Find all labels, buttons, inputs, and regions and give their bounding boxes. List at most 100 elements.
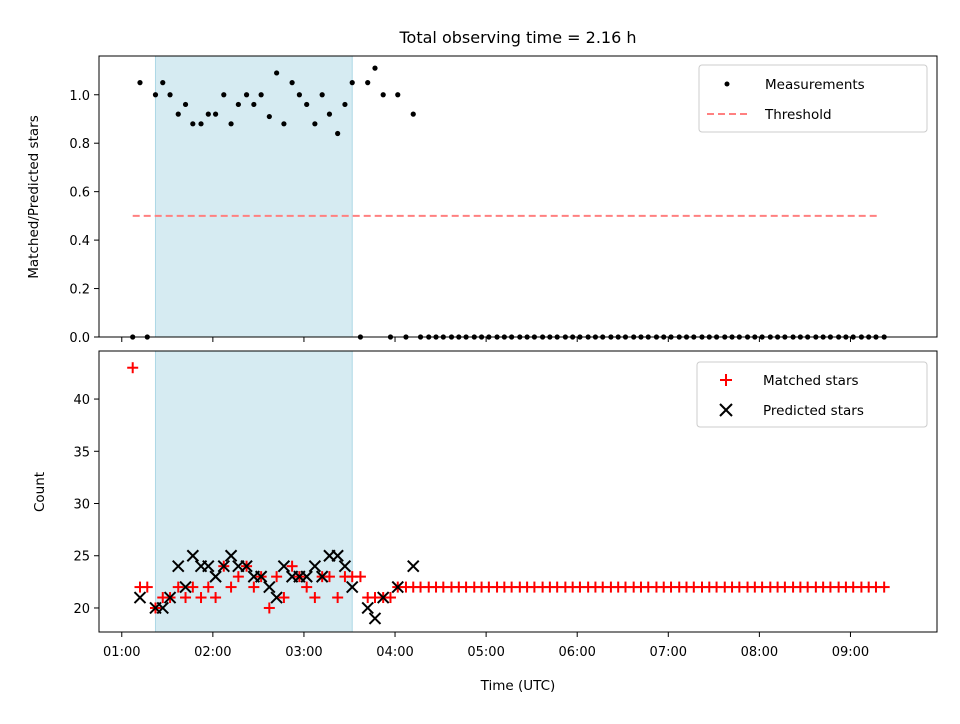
panel-top-frame (98, 55, 938, 338)
measurement-point (205, 111, 211, 117)
matched-star-point (248, 581, 260, 593)
measurement-point (137, 80, 143, 86)
measurement-point (304, 101, 310, 108)
x-tick-label: 05:00 (467, 645, 504, 660)
measurement-point (365, 80, 371, 86)
y-tick-label: 25 (73, 550, 90, 565)
shaded-interval (154, 55, 353, 338)
matched-star-point (232, 571, 244, 583)
predicted-star-point (156, 601, 169, 615)
measurement-point (212, 111, 219, 117)
measurement-point (228, 121, 234, 127)
predicted-star-point (202, 559, 215, 573)
matched-star-point (127, 362, 139, 374)
measurement-point (251, 101, 257, 108)
measurement-point (372, 65, 378, 71)
legend-bottom-box (696, 361, 928, 428)
matched-star-point (271, 571, 283, 583)
measurement-point (258, 92, 264, 98)
matched-star-point (301, 581, 313, 593)
predicted-star-point (163, 591, 177, 604)
predicted-star-point (172, 559, 185, 573)
measurement-point (289, 80, 295, 86)
panel-bottom-ylabel: Count (32, 472, 48, 512)
matched-star-point (180, 592, 192, 604)
matched-star-point (354, 571, 366, 583)
predicted-star-point (368, 612, 382, 625)
chart-title: Total observing time = 2.16 h (398, 28, 636, 47)
measurement-point (175, 111, 181, 117)
y-tick-label: 40 (73, 393, 90, 408)
legend-top-box (698, 64, 928, 133)
predicted-star-point (186, 549, 200, 562)
measurement-point (182, 101, 189, 108)
predicted-star-point (338, 559, 352, 573)
x-axis-label: Time (UTC) (480, 678, 556, 694)
predicted-star-point (407, 559, 420, 573)
measurement-point (312, 121, 318, 127)
matched-star-point (210, 592, 222, 604)
panel-top-ylabel: Matched/Predicted stars (26, 115, 42, 278)
matched-star-point (195, 592, 207, 604)
measurement-point (380, 92, 386, 98)
legend-bottom: Matched stars Predicted stars (696, 361, 928, 428)
matched-star-point (202, 581, 214, 593)
predicted-star-point (209, 570, 222, 583)
matched-star-point (263, 602, 275, 614)
legend-measurements-marker (724, 81, 730, 87)
x-tick-label: 02:00 (194, 645, 231, 660)
y-tick-label: 35 (73, 445, 90, 460)
measurement-point (152, 92, 159, 98)
measurement-point (266, 113, 272, 120)
predicted-star-point (277, 559, 291, 573)
y-tick-label: 1.0 (69, 89, 90, 104)
legend-measurements-label: Measurements (765, 77, 865, 93)
measurement-point (281, 121, 287, 127)
matched-star-point (323, 571, 335, 583)
predicted-star-point (224, 549, 238, 562)
predicted-star-point (133, 591, 147, 604)
predicted-star-point (217, 559, 230, 573)
predicted-star-point (254, 570, 268, 583)
predicted-star-point (240, 559, 253, 573)
legend-matched-label: Matched stars (763, 373, 859, 389)
measurement-point (349, 80, 355, 86)
x-tick-label: 01:00 (103, 645, 140, 660)
legend-top: Measurements Threshold (698, 64, 928, 133)
predicted-star-point (331, 549, 344, 562)
legend-predicted-marker (719, 403, 733, 417)
predicted-star-point (361, 601, 374, 615)
predicted-star-point (315, 570, 329, 583)
legend-predicted-label: Predicted stars (763, 403, 864, 419)
matched-star-point (878, 581, 890, 593)
predicted-star-point (300, 570, 313, 583)
y-tick-label: 0.4 (69, 234, 90, 249)
y-tick-label: 0.2 (69, 283, 90, 298)
measurement-point (326, 111, 333, 117)
legend-matched-marker (720, 374, 732, 386)
panel-bottom: 20 25 30 35 40 01:00 02:00 03:00 04:00 05:00 06:0… (32, 350, 938, 694)
legend-threshold-label: Threshold (764, 107, 832, 123)
predicted-star-point (376, 591, 390, 604)
predicted-star-point (179, 580, 192, 594)
measurement-point (410, 111, 416, 117)
measurement-point (160, 80, 166, 86)
x-tick-label: 06:00 (558, 645, 595, 660)
matched-star-point (187, 581, 199, 593)
measurement-point (274, 70, 280, 76)
y-tick-label: 0.6 (69, 186, 90, 201)
x-tick-label: 07:00 (650, 645, 687, 660)
matched-star-point (384, 592, 396, 604)
matched-star-point (332, 592, 344, 604)
measurement-point (167, 92, 173, 98)
measurement-point (335, 130, 341, 137)
predicted-star-point (308, 559, 322, 573)
predicted-star-point (346, 580, 359, 594)
measurement-point (190, 121, 196, 127)
measurement-point (243, 92, 250, 98)
measurement-point (296, 92, 302, 98)
y-tick-label: 20 (73, 602, 90, 617)
measurement-point (342, 101, 348, 108)
matched-star-point (309, 592, 321, 604)
